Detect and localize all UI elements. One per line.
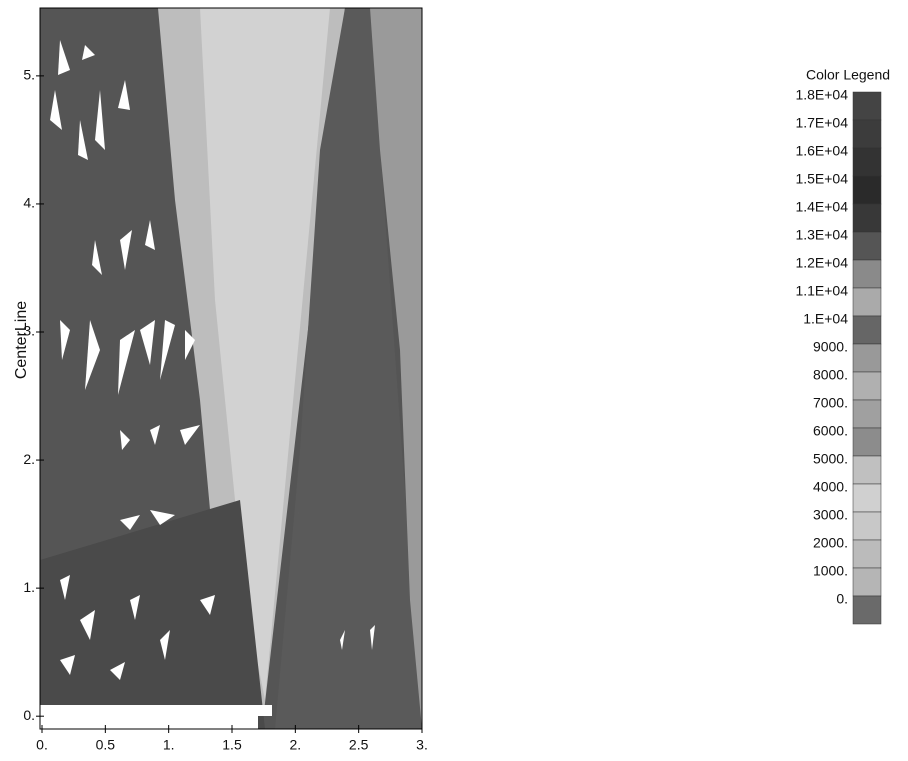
legend-label: 1.1E+04 bbox=[795, 283, 848, 299]
legend-swatch bbox=[853, 596, 881, 624]
legend-swatch bbox=[853, 484, 881, 512]
legend-label: 1.4E+04 bbox=[795, 199, 848, 215]
legend-label: 5000. bbox=[813, 451, 848, 467]
legend-swatch bbox=[853, 120, 881, 148]
chart: CenterLine Color Legend 0. 0.5 1. 1.5 2. 2.5 3… bbox=[0, 0, 908, 761]
legend-label: 2000. bbox=[813, 535, 848, 551]
legend-label: 7000. bbox=[813, 395, 848, 411]
y-tick-label: 5. bbox=[23, 67, 35, 83]
legend-label: 1000. bbox=[813, 563, 848, 579]
x-tick-label: 3. bbox=[416, 737, 428, 753]
legend-swatch bbox=[853, 176, 881, 204]
legend-label: 1.7E+04 bbox=[795, 115, 848, 131]
legend-swatch bbox=[853, 540, 881, 568]
legend-label: 1.6E+04 bbox=[795, 143, 848, 159]
legend-swatch bbox=[853, 232, 881, 260]
legend-label: 4000. bbox=[813, 479, 848, 495]
legend-swatch bbox=[853, 260, 881, 288]
y-tick-label: 0. bbox=[23, 707, 35, 723]
legend-label: 1.5E+04 bbox=[795, 171, 848, 187]
x-tick-label: 2. bbox=[289, 737, 301, 753]
legend-swatch bbox=[853, 512, 881, 540]
legend-label: 1.2E+04 bbox=[795, 255, 848, 271]
y-tick-label: 4. bbox=[23, 195, 35, 211]
y-tick-label: 1. bbox=[23, 579, 35, 595]
legend-swatch bbox=[853, 92, 881, 120]
x-tick-label: 1. bbox=[163, 737, 175, 753]
legend-swatch bbox=[853, 428, 881, 456]
y-tick-label: 3. bbox=[23, 323, 35, 339]
legend-label: 1.8E+04 bbox=[795, 87, 848, 103]
legend-label: 9000. bbox=[813, 339, 848, 355]
x-tick-label: 2.5 bbox=[349, 737, 369, 753]
legend-swatch bbox=[853, 400, 881, 428]
y-tick-label: 2. bbox=[23, 451, 35, 467]
legend-swatch bbox=[853, 456, 881, 484]
legend-swatch bbox=[853, 204, 881, 232]
legend-swatch bbox=[853, 372, 881, 400]
legend-swatch bbox=[853, 316, 881, 344]
legend-swatch bbox=[853, 148, 881, 176]
legend-label: 8000. bbox=[813, 367, 848, 383]
legend-label: 1.3E+04 bbox=[795, 227, 848, 243]
legend-swatch bbox=[853, 344, 881, 372]
x-tick-label: 0.5 bbox=[96, 737, 116, 753]
legend-label: 1.E+04 bbox=[803, 311, 848, 327]
legend-swatch bbox=[853, 288, 881, 316]
legend-title: Color Legend bbox=[806, 67, 890, 83]
legend-swatch bbox=[853, 568, 881, 596]
field-hole bbox=[40, 705, 272, 729]
y-axis-label: CenterLine bbox=[13, 301, 30, 379]
legend-label: 0. bbox=[836, 591, 848, 607]
legend-label: 6000. bbox=[813, 423, 848, 439]
x-tick-label: 1.5 bbox=[222, 737, 242, 753]
legend-label: 3000. bbox=[813, 507, 848, 523]
contour-field bbox=[40, 8, 422, 729]
x-tick-label: 0. bbox=[36, 737, 48, 753]
